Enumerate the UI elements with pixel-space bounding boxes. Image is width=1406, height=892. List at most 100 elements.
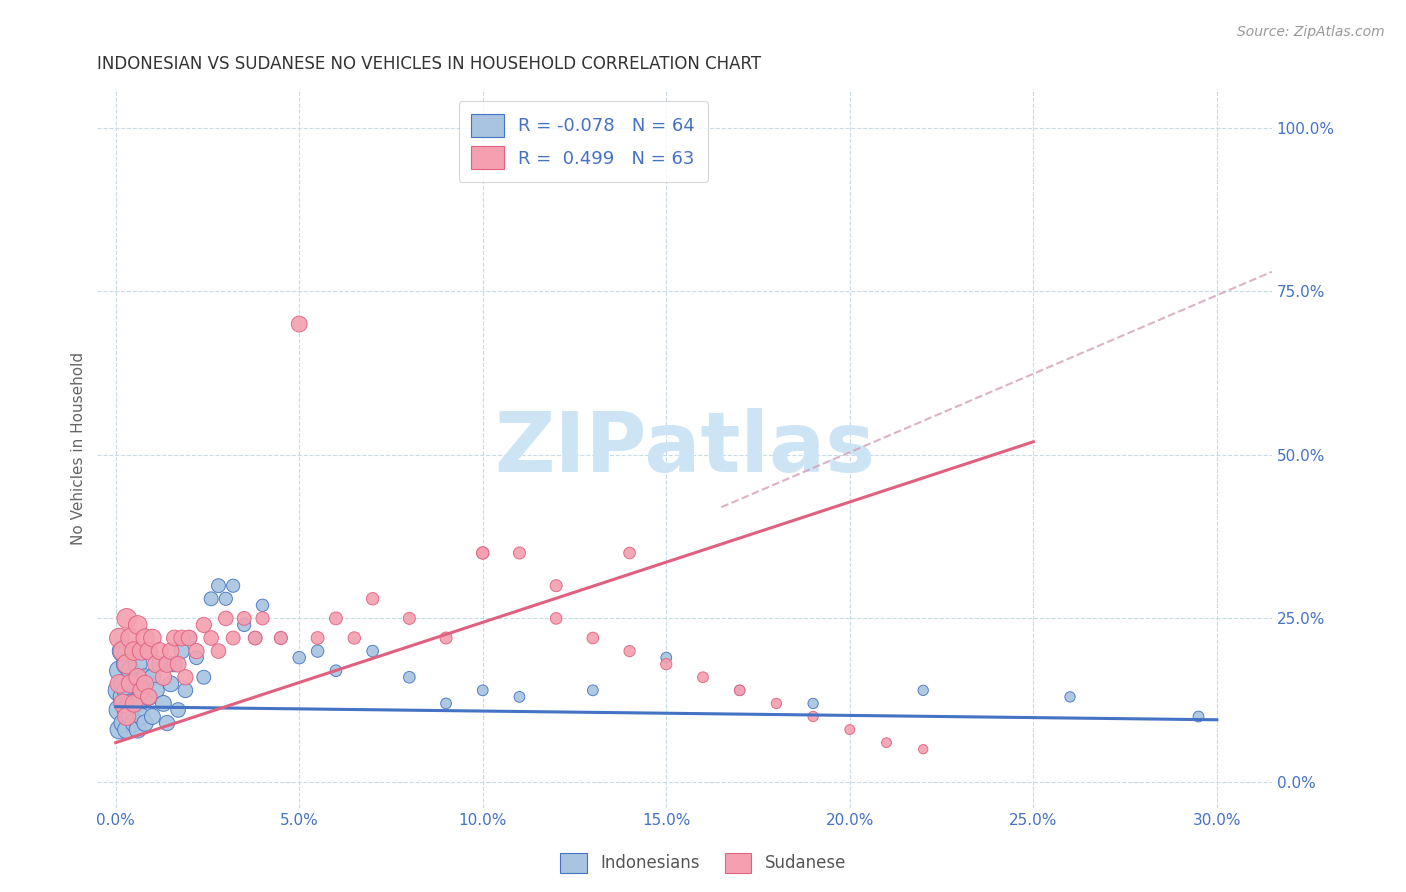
- Point: [122, 716, 145, 731]
- Point: [200, 591, 222, 606]
- Point: [134, 677, 156, 691]
- Point: [115, 657, 138, 672]
- Point: [655, 657, 678, 672]
- Point: [912, 683, 935, 698]
- Point: [127, 657, 149, 672]
- Point: [167, 703, 190, 717]
- Point: [120, 664, 142, 678]
- Point: [163, 657, 186, 672]
- Point: [434, 697, 457, 711]
- Point: [222, 631, 245, 645]
- Point: [582, 683, 605, 698]
- Point: [156, 716, 179, 731]
- Point: [108, 631, 131, 645]
- Point: [112, 716, 135, 731]
- Point: [149, 644, 172, 658]
- Point: [122, 644, 145, 658]
- Point: [134, 631, 156, 645]
- Text: ZIPatlas: ZIPatlas: [494, 408, 875, 489]
- Point: [233, 618, 256, 632]
- Point: [361, 591, 384, 606]
- Point: [156, 657, 179, 672]
- Point: [307, 644, 329, 658]
- Point: [163, 631, 186, 645]
- Point: [179, 631, 201, 645]
- Point: [252, 611, 274, 625]
- Legend: R = -0.078   N = 64, R =  0.499   N = 63: R = -0.078 N = 64, R = 0.499 N = 63: [458, 101, 707, 182]
- Point: [801, 709, 824, 723]
- Point: [193, 618, 215, 632]
- Text: INDONESIAN VS SUDANESE NO VEHICLES IN HOUSEHOLD CORRELATION CHART: INDONESIAN VS SUDANESE NO VEHICLES IN HO…: [97, 55, 762, 73]
- Point: [193, 670, 215, 684]
- Point: [138, 690, 160, 704]
- Point: [120, 631, 142, 645]
- Point: [207, 644, 229, 658]
- Point: [141, 670, 163, 684]
- Point: [134, 716, 156, 731]
- Point: [619, 644, 641, 658]
- Point: [122, 644, 145, 658]
- Point: [728, 683, 751, 698]
- Point: [876, 736, 898, 750]
- Point: [127, 723, 149, 737]
- Point: [252, 599, 274, 613]
- Point: [361, 644, 384, 658]
- Point: [159, 644, 181, 658]
- Point: [138, 644, 160, 658]
- Point: [222, 579, 245, 593]
- Point: [127, 697, 149, 711]
- Point: [325, 611, 347, 625]
- Point: [115, 683, 138, 698]
- Point: [112, 690, 135, 704]
- Point: [112, 644, 135, 658]
- Point: [174, 683, 197, 698]
- Point: [765, 697, 787, 711]
- Point: [115, 723, 138, 737]
- Point: [343, 631, 366, 645]
- Point: [270, 631, 292, 645]
- Point: [145, 657, 167, 672]
- Point: [122, 697, 145, 711]
- Point: [243, 631, 266, 645]
- Point: [120, 709, 142, 723]
- Point: [112, 677, 135, 691]
- Point: [801, 697, 824, 711]
- Point: [270, 631, 292, 645]
- Point: [131, 644, 153, 658]
- Point: [508, 546, 530, 560]
- Point: [170, 644, 193, 658]
- Point: [141, 709, 163, 723]
- Legend: Indonesians, Sudanese: Indonesians, Sudanese: [554, 847, 852, 880]
- Point: [131, 709, 153, 723]
- Point: [471, 546, 494, 560]
- Point: [1187, 709, 1209, 723]
- Point: [838, 723, 860, 737]
- Point: [127, 618, 149, 632]
- Point: [398, 670, 420, 684]
- Point: [108, 683, 131, 698]
- Point: [215, 611, 238, 625]
- Point: [288, 650, 311, 665]
- Point: [619, 546, 641, 560]
- Point: [398, 611, 420, 625]
- Point: [655, 650, 678, 665]
- Point: [471, 683, 494, 698]
- Point: [131, 683, 153, 698]
- Point: [120, 677, 142, 691]
- Point: [325, 664, 347, 678]
- Point: [115, 703, 138, 717]
- Point: [471, 546, 494, 560]
- Point: [186, 644, 208, 658]
- Point: [108, 664, 131, 678]
- Point: [546, 611, 568, 625]
- Point: [145, 683, 167, 698]
- Y-axis label: No Vehicles in Household: No Vehicles in Household: [72, 351, 86, 545]
- Point: [174, 670, 197, 684]
- Point: [141, 631, 163, 645]
- Point: [692, 670, 714, 684]
- Point: [508, 690, 530, 704]
- Point: [215, 591, 238, 606]
- Point: [207, 579, 229, 593]
- Point: [138, 690, 160, 704]
- Point: [159, 677, 181, 691]
